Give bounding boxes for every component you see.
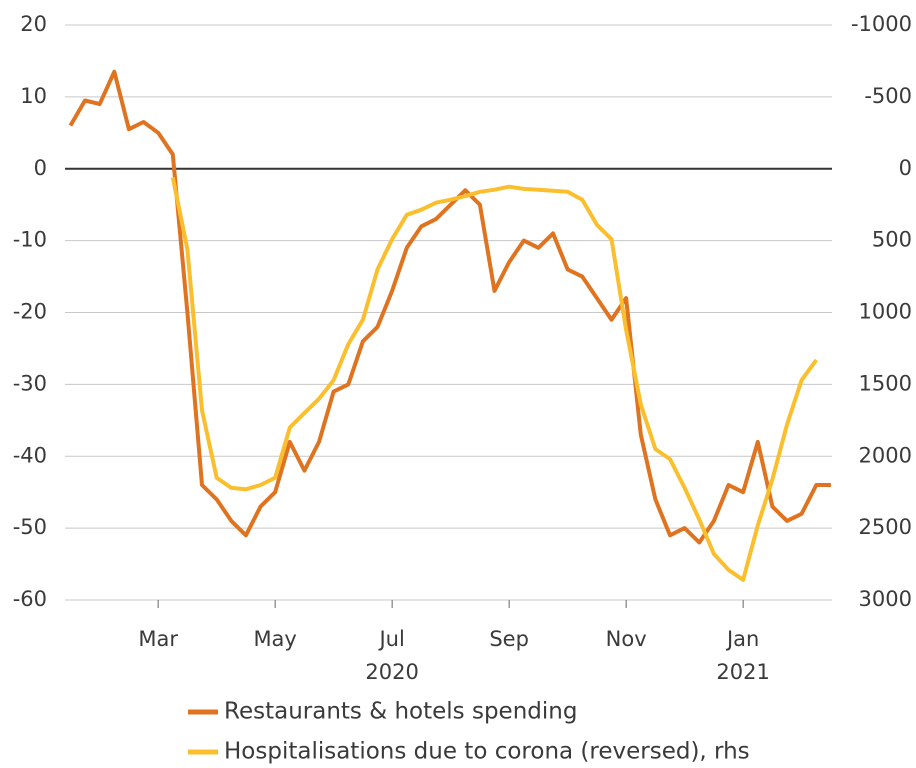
x-tick-label: Sep (489, 627, 529, 651)
x-tick-label: May (253, 627, 296, 651)
x-tick-label: Jan (725, 627, 759, 651)
y2-tick-label: 2500 (859, 515, 912, 539)
y-tick-label: -20 (13, 300, 47, 324)
y-tick-label: -60 (13, 587, 47, 611)
y-tick-label: 10 (20, 84, 47, 108)
y-tick-label: -10 (13, 228, 47, 252)
x-tick-label: Mar (138, 627, 178, 651)
y2-tick-label: 0 (899, 156, 912, 180)
legend-label: Restaurants & hotels spending (224, 699, 577, 725)
legend: Restaurants & hotels spending Hospitalis… (188, 699, 750, 765)
y2-tick-label: -1000 (851, 12, 912, 36)
series-line (68, 69, 831, 545)
y2-tick-label: 1500 (859, 371, 912, 395)
series-line (170, 177, 818, 582)
y-tick-label: 20 (20, 12, 47, 36)
y-tick-label: -50 (13, 515, 47, 539)
y2-tick-label: 1000 (859, 300, 912, 324)
y2-tick-label: -500 (864, 84, 912, 108)
x-year-label: 2020 (365, 660, 418, 684)
x-year-label: 2021 (716, 660, 769, 684)
y-tick-label: -30 (13, 371, 47, 395)
y2-tick-label: 2000 (859, 443, 912, 467)
x-tick-label: Jul (377, 627, 404, 651)
y-tick-label: 0 (34, 156, 47, 180)
legend-label: Hospitalisations due to corona (reversed… (224, 739, 750, 765)
y-tick-label: -40 (13, 443, 47, 467)
y2-tick-label: 500 (872, 228, 912, 252)
x-tick-label: Nov (606, 627, 647, 651)
y2-tick-label: 3000 (859, 587, 912, 611)
